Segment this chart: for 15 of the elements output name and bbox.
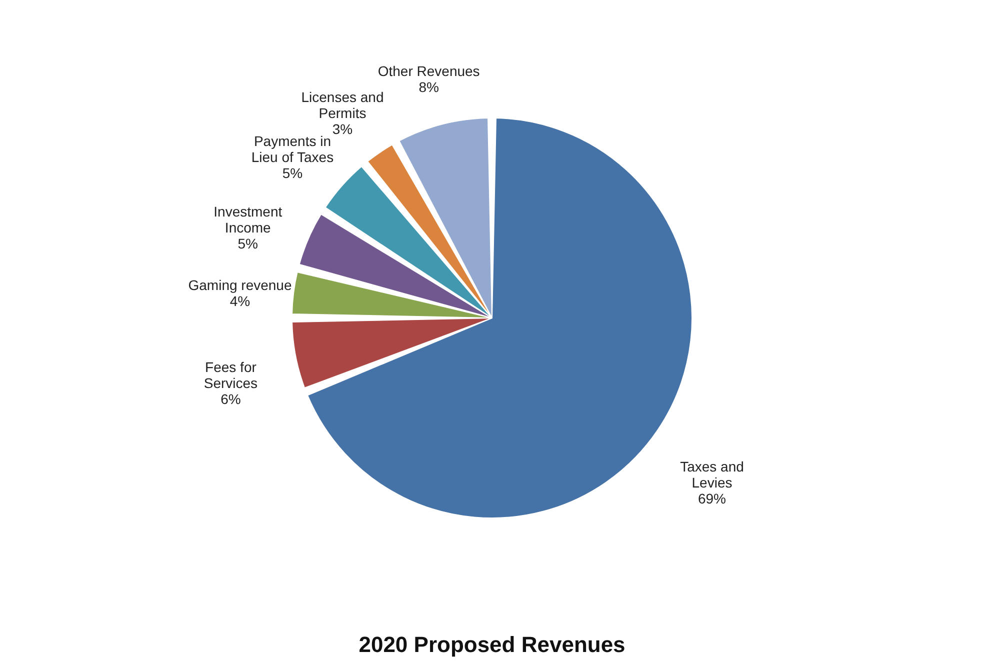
data-label: 5%	[282, 165, 303, 182]
data-label: 5%	[238, 235, 258, 252]
data-label: 8%	[418, 78, 439, 95]
data-label: 69%	[698, 490, 726, 507]
slice-label: Taxes and Levies	[680, 458, 744, 491]
slice-label: Gaming revenue	[188, 277, 292, 294]
slice-label: Other Revenues	[378, 62, 480, 79]
data-label: 4%	[230, 293, 250, 310]
slice-label: Fees for Services	[204, 358, 258, 391]
text: 2020 Proposed Revenues	[358, 632, 626, 657]
slice-label: Payments in Lieu of Taxes	[251, 133, 334, 166]
data-label: 3%	[332, 120, 353, 137]
data-label: 6%	[220, 390, 241, 407]
slice-label: Licenses and Permits	[301, 88, 384, 121]
slice-label: Investment Income	[214, 203, 282, 236]
